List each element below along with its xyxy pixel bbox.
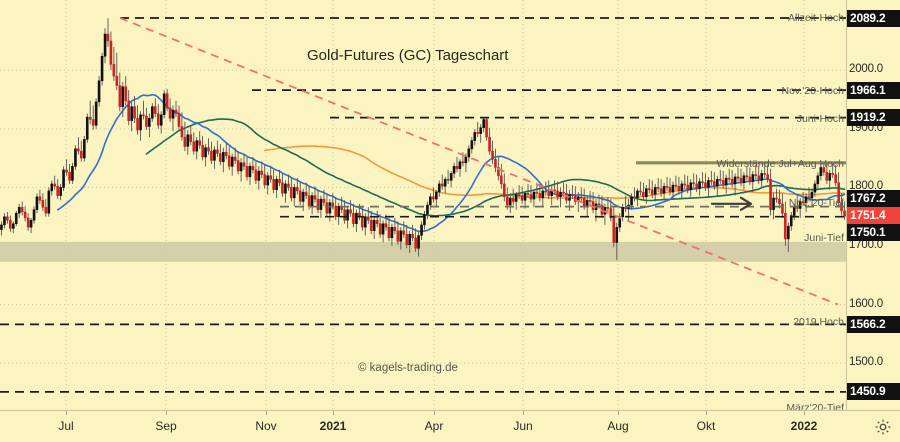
- time-tick-mark: [266, 411, 267, 415]
- time-tick-label: Apr: [424, 419, 444, 433]
- current-price-tag[interactable]: 1751.4: [847, 207, 900, 224]
- page-title: Gold-Futures (GC) Tageschart: [307, 47, 509, 64]
- price-level-tag[interactable]: 2089.2: [847, 10, 900, 27]
- time-tick-label: Aug: [607, 419, 629, 433]
- time-tick-label: Jun: [513, 419, 533, 433]
- time-tick-mark: [523, 411, 524, 415]
- price-level-tag[interactable]: 1919.2: [847, 109, 900, 126]
- time-tick-label: Okt: [696, 419, 716, 433]
- level-label-widerstaende: Widerstände Jul+Aug Hoch: [716, 158, 844, 170]
- time-tick-mark: [434, 411, 435, 415]
- price-tick-label: 2000.0: [849, 63, 883, 75]
- price-axis[interactable]: 2000.0 1900.0 1800.0 1700.0 1600.0 1500.0 2089…: [846, 0, 900, 410]
- price-level-tag[interactable]: 1767.2: [847, 190, 900, 207]
- price-level-tag[interactable]: 1750.1: [847, 224, 900, 241]
- time-tick-mark: [706, 411, 707, 415]
- price-level-tag[interactable]: 1450.9: [847, 383, 900, 400]
- time-tick-mark: [166, 411, 167, 415]
- time-tick-mark: [618, 411, 619, 415]
- time-tick-label: Nov: [255, 419, 277, 433]
- price-tick-label: 1700.0: [849, 239, 883, 251]
- price-level-tag[interactable]: 1566.2: [847, 316, 900, 333]
- level-label-nov20-hoch: Nov.'20-Hoch: [781, 85, 844, 97]
- level-label-juni-hoch: Juni-Hoch: [796, 113, 844, 125]
- level-label-nov20-tief: Nov.'20-Tief: [788, 197, 844, 209]
- price-tick-label: 1600.0: [849, 298, 883, 310]
- gear-icon[interactable]: [874, 418, 892, 436]
- time-tick-mark: [66, 411, 67, 415]
- price-tick-label: 1500.0: [849, 356, 883, 368]
- time-tick-label: 2022: [790, 419, 818, 433]
- time-tick-label: Jul: [58, 419, 74, 433]
- level-label-2019-hoch: 2019 Hoch: [793, 316, 844, 328]
- chart-plot-area[interactable]: [0, 0, 846, 410]
- time-tick-mark: [804, 411, 805, 415]
- time-tick-mark: [333, 411, 334, 415]
- watermark: © kagels-trading.de: [358, 362, 458, 374]
- arrow-right-icon: [710, 196, 753, 211]
- level-label-juni-tief: Juni-Tief: [804, 232, 844, 244]
- time-tick-label: 2021: [319, 419, 347, 433]
- price-tick-label: 1800.0: [849, 180, 883, 192]
- level-label-allzeit-hoch: Allzeit-Hoch: [787, 12, 844, 24]
- price-level-tag[interactable]: 1966.1: [847, 82, 900, 99]
- time-axis[interactable]: Jul Sep Nov 2021 Apr Jun Aug Okt 2022: [0, 410, 900, 442]
- time-tick-label: Sep: [155, 419, 177, 433]
- chart-canvas: [0, 0, 846, 410]
